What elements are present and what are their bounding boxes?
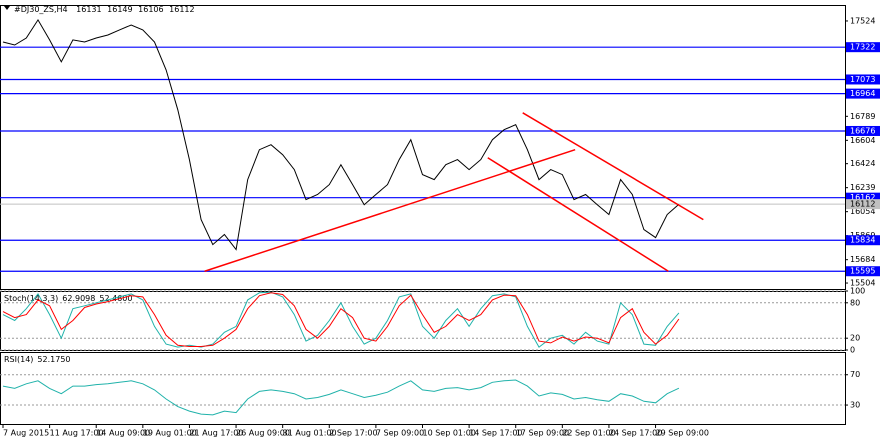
y-tick-label: 16604: [850, 136, 875, 145]
x-tick-label: 19 Aug 01:00: [143, 429, 197, 438]
close: 16112: [169, 5, 194, 14]
x-tick-label: 10 Sep 01:00: [423, 429, 476, 438]
low: 16106: [138, 5, 163, 14]
x-tick-label: 22 Sep 01:00: [562, 429, 615, 438]
x-tick-label: 31 Aug 01:00: [283, 429, 337, 438]
panel-frame: [0, 291, 846, 351]
y-tick-label: 20: [850, 334, 860, 343]
x-tick-label: 24 Sep 17:00: [609, 429, 662, 438]
panel-frame: [0, 352, 846, 425]
x-tick-label: 26 Aug 09:00: [236, 429, 290, 438]
y-tick-label: 16054: [850, 207, 875, 216]
y-tick-label: 100: [850, 287, 865, 296]
level-label: 16676: [850, 126, 875, 135]
current-price-bg: [846, 199, 880, 210]
y-tick-label: 16239: [850, 183, 875, 192]
indicator-value: 52.1750: [37, 355, 70, 364]
high: 16149: [107, 5, 132, 14]
x-tick-label: 14 Sep 17:00: [469, 429, 522, 438]
indicator-label: RSI(14) 52.1750: [4, 355, 71, 364]
y-tick-label: 80: [850, 298, 860, 307]
y-tick-label: 30: [850, 401, 860, 410]
level-label-bg: [846, 42, 880, 53]
indicator-title: Stoch(14,3,3): [4, 294, 58, 303]
level-label-bg: [846, 266, 880, 277]
chart-header: #DJ30_ZS,H4 16131 16149 16106 16112: [14, 5, 195, 14]
level-label: 16162: [850, 193, 875, 202]
y-tick-label: 16789: [850, 112, 875, 121]
x-tick-label: 17 Sep 09:00: [516, 429, 569, 438]
trend-line: [522, 112, 704, 221]
level-label: 16964: [850, 89, 875, 98]
y-tick-label: 15504: [850, 279, 875, 288]
level-label-bg: [846, 88, 880, 99]
level-label: 15834: [850, 236, 875, 245]
level-label-bg: [846, 235, 880, 246]
y-tick-label: 16424: [850, 159, 875, 168]
level-label: 17073: [850, 75, 875, 84]
y-tick-label: 15684: [850, 255, 875, 264]
indicator-label: Stoch(14,3,3) 62.9098 52.4600: [4, 294, 132, 303]
y-tick-label: 70: [850, 370, 860, 379]
y-tick-label: 17524: [850, 16, 875, 25]
level-label-bg: [846, 74, 880, 85]
indicator-line: [2, 379, 680, 416]
symbol: #DJ30_ZS,H4: [14, 5, 68, 14]
open: 16131: [76, 5, 101, 14]
indicator-line: [2, 292, 680, 347]
x-tick-label: 7 Sep 09:00: [376, 429, 424, 438]
indicator-title: RSI(14): [4, 355, 33, 364]
x-tick-label: 2 Sep 17:00: [329, 429, 377, 438]
panel-frame: [0, 5, 846, 290]
x-tick-label: 21 Aug 17:00: [189, 429, 243, 438]
x-tick-label: 7 Aug 2015: [3, 429, 49, 438]
x-tick-label: 29 Sep 09:00: [656, 429, 709, 438]
level-label-bg: [846, 125, 880, 136]
level-label: 17322: [850, 43, 875, 52]
price-line: [2, 18, 680, 251]
level-label: 15595: [850, 267, 875, 276]
indicator-value: 62.9098: [62, 294, 95, 303]
current-price-label: 16112: [850, 200, 875, 209]
level-label-bg: [846, 192, 880, 203]
trend-line: [487, 157, 669, 272]
menu-arrow[interactable]: [4, 6, 10, 10]
x-tick-label: 11 Aug 17:00: [50, 429, 104, 438]
x-tick-label: 14 Aug 09:00: [96, 429, 150, 438]
trend-line: [204, 148, 576, 272]
y-tick-label: 0: [850, 346, 855, 355]
